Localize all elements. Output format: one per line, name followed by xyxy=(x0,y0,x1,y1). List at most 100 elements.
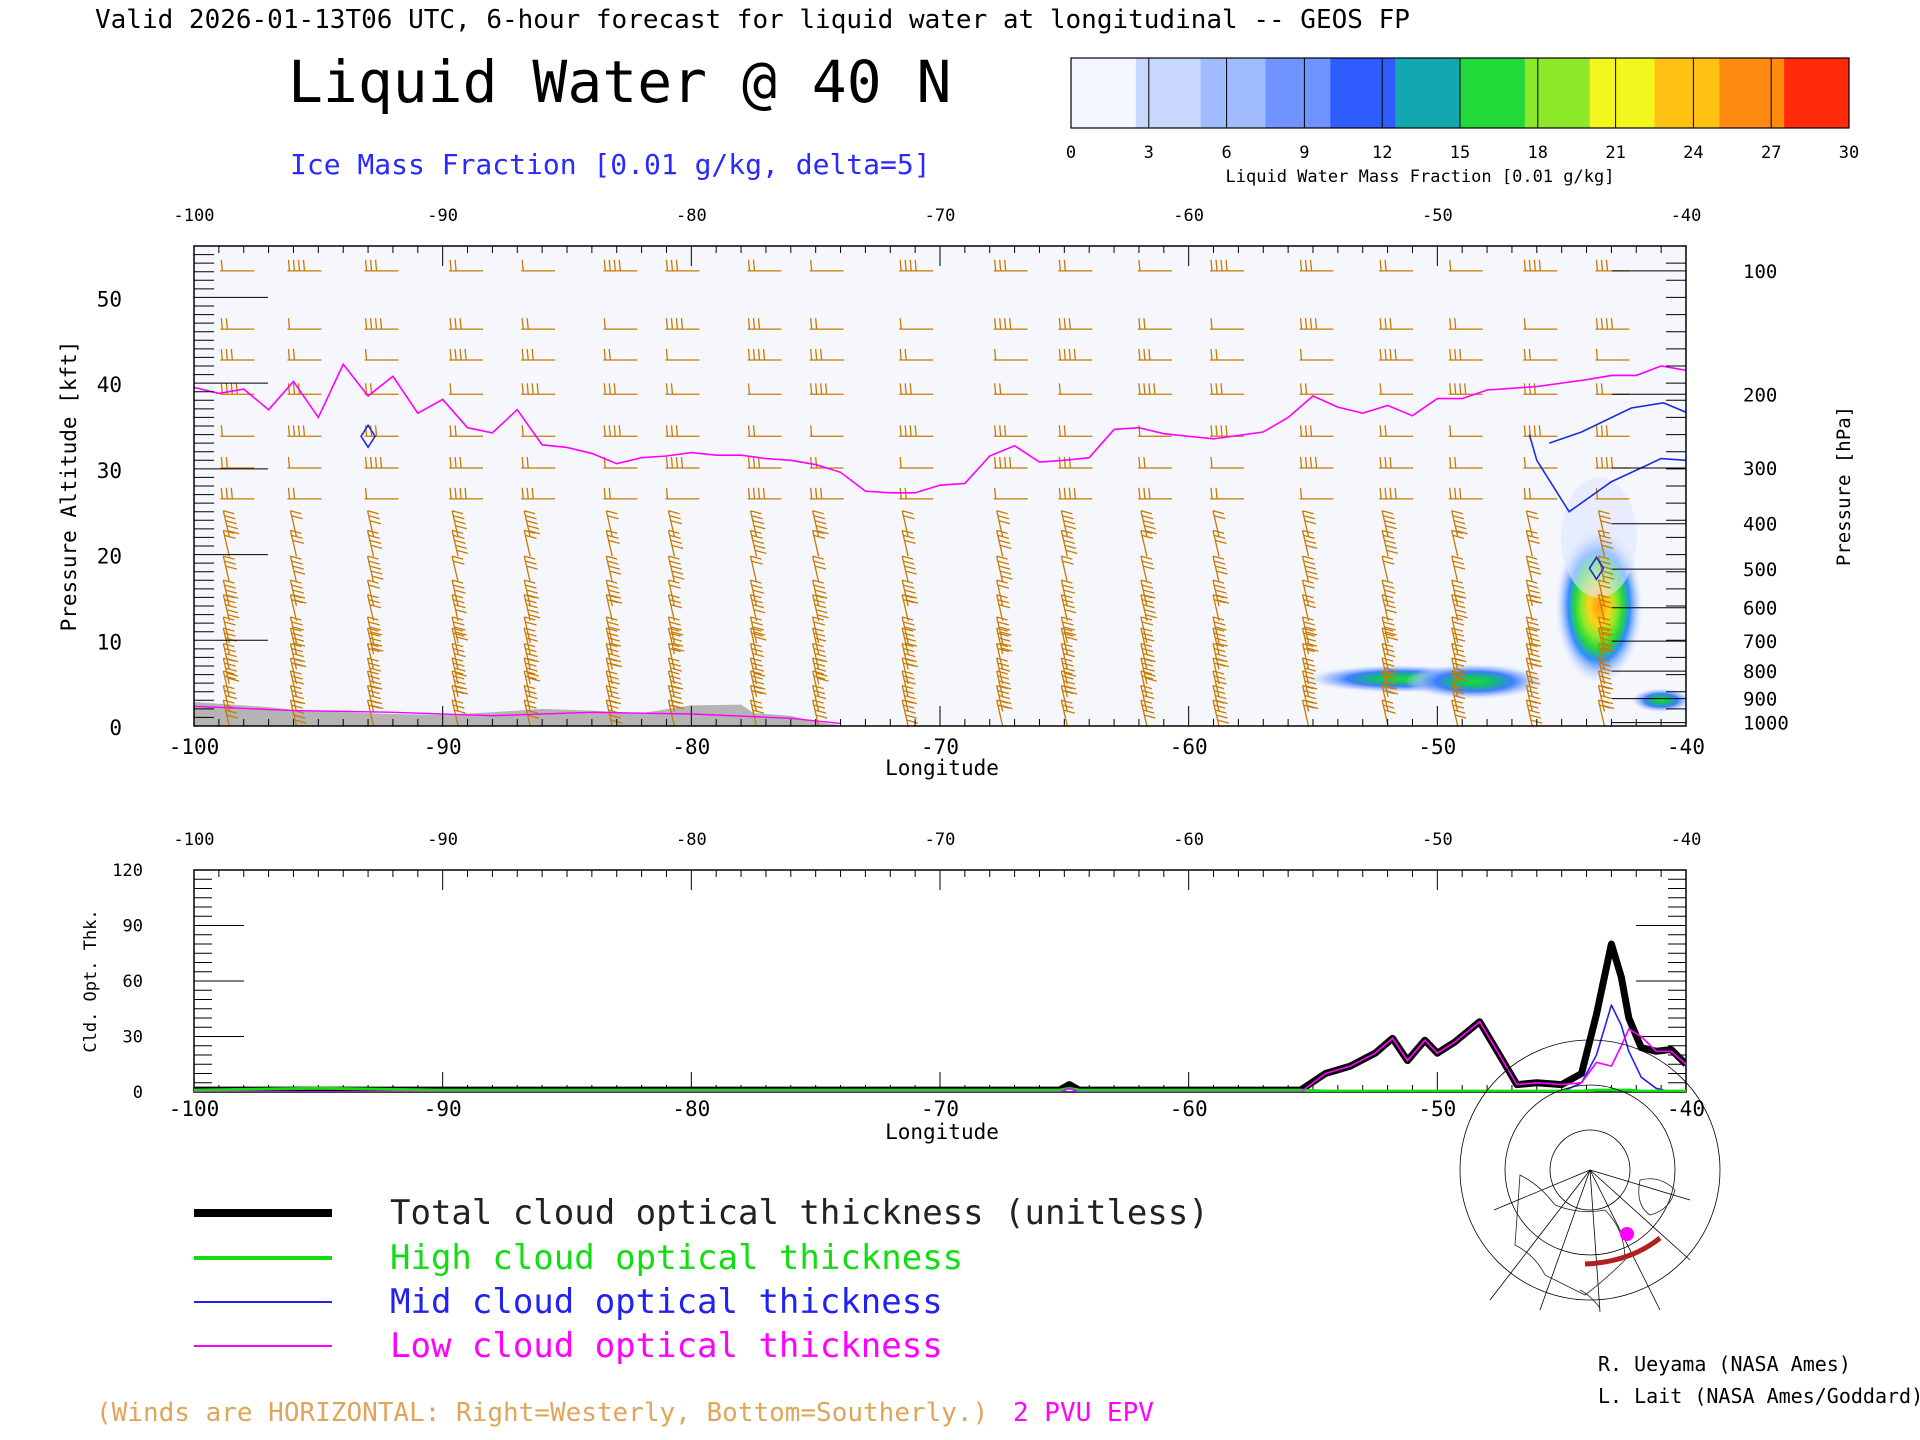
wind-barb xyxy=(1140,529,1154,557)
wind-barb xyxy=(220,456,255,469)
wind-barb xyxy=(812,657,829,685)
wind-barb-staff xyxy=(1381,579,1389,607)
wind-barb xyxy=(1381,616,1399,644)
wind-barb-staff xyxy=(667,685,676,712)
bottom-x-tick-label-upper: -70 xyxy=(925,830,956,850)
wind-barb-staff xyxy=(996,685,1004,712)
pressure-tick-label: 400 xyxy=(1743,514,1777,536)
wind-barb-feathers xyxy=(1212,627,1228,647)
wind-barb-feathers xyxy=(451,594,467,614)
wind-barb-feathers xyxy=(1299,348,1303,361)
wind-barb-staff xyxy=(1597,670,1606,698)
wind-barb-feathers xyxy=(1451,529,1465,540)
wind-barb-feathers xyxy=(1381,627,1395,637)
wind-barb-feathers xyxy=(1138,259,1141,271)
colorbar-swatch xyxy=(1071,58,1137,128)
wind-barb-feathers xyxy=(606,627,622,647)
colorbar-tick-label: 12 xyxy=(1372,143,1392,163)
wind-barb-feathers xyxy=(750,670,767,695)
wind-barb-feathers xyxy=(747,259,756,271)
wind-barb-feathers xyxy=(1140,699,1156,719)
wind-barb xyxy=(521,348,556,361)
wind-barb-staff xyxy=(749,594,758,621)
wind-barb-staff xyxy=(1451,670,1459,698)
wind-barb-feathers xyxy=(1140,627,1155,642)
wind-barb-feathers xyxy=(996,670,1012,690)
wind-barb-staff xyxy=(1140,657,1148,685)
wind-barb-feathers xyxy=(1598,684,1615,710)
wind-barb-feathers xyxy=(750,627,763,637)
wind-barb-staff xyxy=(451,657,459,685)
colorbar-tick-label: 30 xyxy=(1839,143,1859,163)
wind-barb xyxy=(993,259,1028,272)
wind-barb xyxy=(1212,529,1227,557)
wind-barb-feathers xyxy=(812,579,828,599)
bottom-x-tick-label-upper: -100 xyxy=(174,830,215,850)
wind-barb-feathers xyxy=(1212,579,1229,604)
wind-barb xyxy=(901,684,917,712)
wind-barb xyxy=(287,487,322,500)
wind-barb-staff xyxy=(605,579,613,607)
wind-barb-feathers xyxy=(521,259,524,271)
wind-barb-feathers xyxy=(810,456,818,469)
wind-barb xyxy=(1301,657,1317,685)
wind-barb-feathers xyxy=(364,487,368,499)
wind-barb-feathers xyxy=(1451,642,1467,663)
wind-barb-staff xyxy=(366,657,375,685)
wind-barb xyxy=(451,529,469,557)
wind-barb xyxy=(809,425,844,437)
wind-barb xyxy=(1523,318,1558,330)
wind-barb-staff xyxy=(1525,594,1533,621)
wind-barb xyxy=(1525,555,1542,583)
wind-barb-staff xyxy=(1060,594,1068,621)
wind-barb xyxy=(1212,670,1227,698)
wind-barb-feathers xyxy=(668,657,683,672)
wind-barb xyxy=(812,699,828,726)
wind-barb-feathers xyxy=(606,684,622,705)
wind-barb-feathers xyxy=(524,510,541,535)
wind-barb-feathers xyxy=(1138,487,1151,499)
wind-barb-staff xyxy=(605,530,613,557)
bottom-x-tick-label-upper: -50 xyxy=(1422,830,1453,850)
wind-barb-staff xyxy=(1597,643,1606,670)
wind-barb-feathers xyxy=(996,657,1011,672)
wind-barb-feathers xyxy=(1061,657,1077,677)
inset-cross-section-track xyxy=(1584,1236,1662,1267)
wind-barb xyxy=(449,383,484,395)
wind-barb xyxy=(1212,594,1226,621)
wind-barb xyxy=(1137,259,1172,272)
wind-barb-feathers xyxy=(521,348,534,361)
wind-barb-staff xyxy=(222,643,230,670)
pressure-tick-label: 100 xyxy=(1743,261,1777,283)
wind-barb-feathers xyxy=(1302,670,1318,690)
wind-barb-feathers xyxy=(521,383,539,395)
wind-barb-feathers xyxy=(810,259,813,271)
bottom-y-tick-label: 90 xyxy=(123,917,143,937)
wind-barb-staff xyxy=(1451,555,1459,583)
wind-barb-staff xyxy=(605,555,613,583)
wind-barb-feathers xyxy=(1381,616,1399,641)
bottom-y-tick-label: 60 xyxy=(123,972,143,992)
wind-barb xyxy=(1058,425,1093,437)
wind-barb xyxy=(1379,348,1414,361)
ice-contour xyxy=(1548,402,1686,444)
wind-barb xyxy=(220,383,255,395)
wind-barb-feathers xyxy=(1526,684,1542,705)
wind-barb-feathers xyxy=(521,487,534,499)
wind-barb-staff xyxy=(996,530,1004,557)
legend-label: High cloud optical thickness xyxy=(390,1238,963,1278)
wind-barb-feathers xyxy=(606,529,620,545)
wind-barb-feathers xyxy=(810,487,823,499)
wind-barb-feathers xyxy=(367,616,383,636)
wind-barb-feathers xyxy=(812,684,827,700)
wind-barb-staff xyxy=(523,657,531,685)
wind-barb-staff xyxy=(812,579,820,607)
wind-barb-feathers xyxy=(1598,627,1615,652)
wind-barb-staff xyxy=(1140,579,1148,607)
wind-barb xyxy=(1137,456,1172,469)
wind-barb-staff xyxy=(1060,643,1068,670)
wind-barb-staff xyxy=(1301,555,1310,583)
wind-barb-feathers xyxy=(223,555,237,570)
wind-barb-staff xyxy=(812,685,820,712)
wind-barb xyxy=(1525,657,1539,685)
